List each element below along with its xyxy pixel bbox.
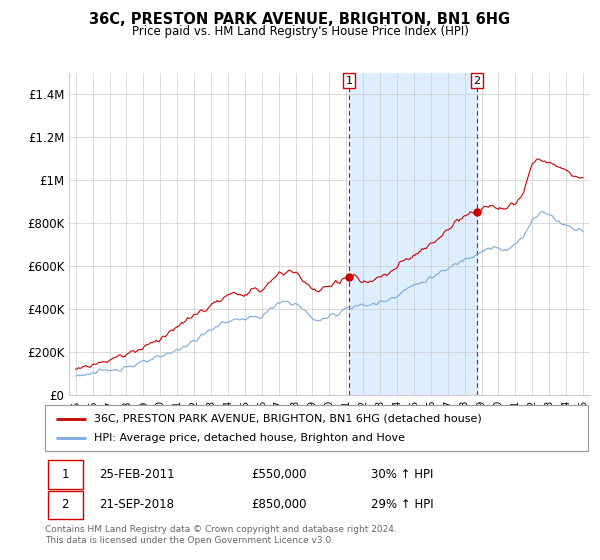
Text: 36C, PRESTON PARK AVENUE, BRIGHTON, BN1 6HG: 36C, PRESTON PARK AVENUE, BRIGHTON, BN1 …: [89, 12, 511, 27]
Text: 2: 2: [62, 498, 69, 511]
Bar: [48, 491, 83, 519]
Text: 25-FEB-2011: 25-FEB-2011: [100, 468, 175, 481]
Text: 1: 1: [346, 76, 352, 86]
Text: HPI: Average price, detached house, Brighton and Hove: HPI: Average price, detached house, Brig…: [94, 433, 405, 443]
Bar: [349, 73, 477, 395]
Text: £550,000: £550,000: [251, 468, 307, 481]
Text: 29% ↑ HPI: 29% ↑ HPI: [371, 498, 433, 511]
Text: Contains HM Land Registry data © Crown copyright and database right 2024.
This d: Contains HM Land Registry data © Crown c…: [45, 525, 397, 545]
Text: 30% ↑ HPI: 30% ↑ HPI: [371, 468, 433, 481]
Text: £850,000: £850,000: [251, 498, 307, 511]
Text: 2: 2: [473, 76, 481, 86]
Bar: [48, 460, 83, 488]
Text: 21-SEP-2018: 21-SEP-2018: [100, 498, 175, 511]
Text: 36C, PRESTON PARK AVENUE, BRIGHTON, BN1 6HG (detached house): 36C, PRESTON PARK AVENUE, BRIGHTON, BN1 …: [94, 414, 482, 424]
Text: 1: 1: [62, 468, 69, 481]
Text: Price paid vs. HM Land Registry's House Price Index (HPI): Price paid vs. HM Land Registry's House …: [131, 25, 469, 38]
